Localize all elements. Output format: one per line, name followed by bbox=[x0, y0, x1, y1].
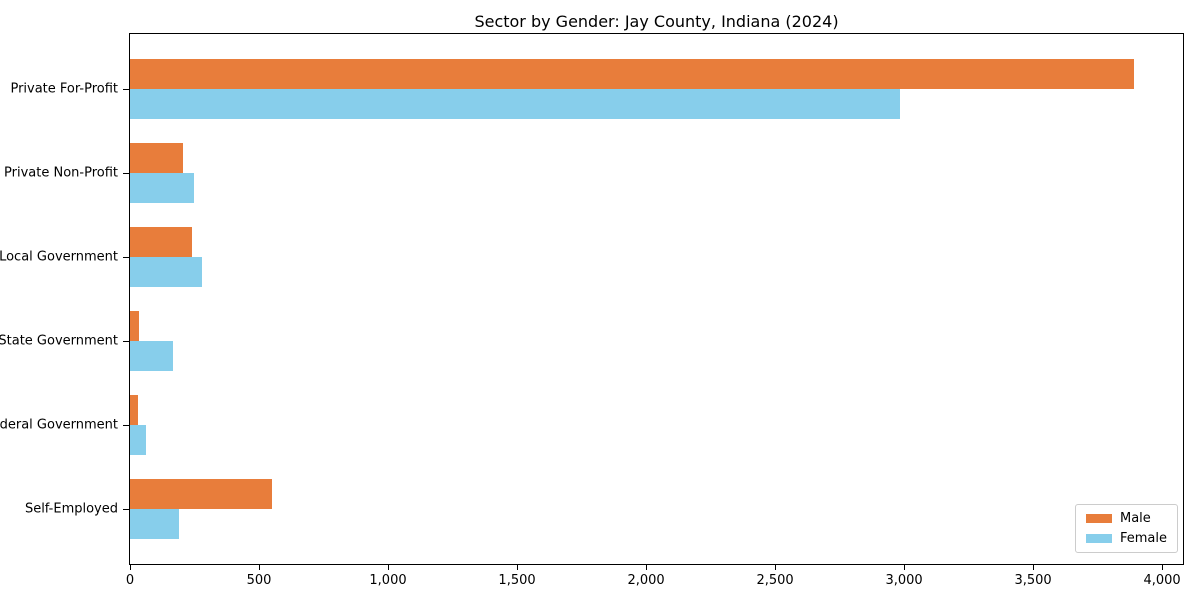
y-tick bbox=[123, 425, 129, 426]
x-tick-label-0: 0 bbox=[125, 573, 135, 588]
y-axis-label-federal-government: Federal Government bbox=[0, 417, 118, 433]
y-tick bbox=[123, 341, 129, 342]
y-axis-label-self-employed: Self-Employed bbox=[24, 501, 118, 517]
bar-male-private-non-profit bbox=[130, 143, 184, 173]
legend-swatch-female-icon bbox=[1085, 534, 1112, 543]
x-tick bbox=[1161, 564, 1163, 570]
x-tick bbox=[645, 564, 647, 570]
bar-female-private-non-profit bbox=[130, 173, 194, 203]
bar-male-self-employed bbox=[130, 479, 272, 509]
x-tick bbox=[129, 564, 131, 570]
legend-item-female: Female bbox=[1085, 531, 1167, 546]
y-axis-label-state-government: State Government bbox=[0, 333, 118, 349]
y-axis-label-private-non-profit: Private Non-Profit bbox=[4, 165, 118, 181]
plot-area: Male Female Private For-Profit Private No… bbox=[0, 33, 1184, 588]
bar-female-private-for-profit bbox=[130, 89, 901, 119]
x-tick-label-2-000: 2,000 bbox=[627, 573, 665, 588]
bar-female-self-employed bbox=[130, 509, 179, 539]
legend-label-female: Female bbox=[1119, 531, 1167, 546]
y-tick bbox=[123, 257, 129, 258]
x-tick bbox=[516, 564, 518, 570]
y-axis-label-local-government: Local Government bbox=[0, 249, 118, 265]
y-axis-label-private-for-profit: Private For-Profit bbox=[10, 81, 118, 97]
x-tick-label-1-000: 1,000 bbox=[369, 573, 407, 588]
bar-male-federal-government bbox=[130, 395, 138, 425]
bar-female-local-government bbox=[130, 257, 202, 287]
x-tick bbox=[903, 564, 905, 570]
bar-male-local-government bbox=[130, 227, 192, 257]
x-tick-label-1-500: 1,500 bbox=[498, 573, 536, 588]
x-tick bbox=[387, 564, 389, 570]
x-tick-label-4-000: 4,000 bbox=[1143, 573, 1181, 588]
x-tick bbox=[1032, 564, 1034, 570]
x-tick-label-500: 500 bbox=[246, 573, 272, 588]
x-tick-label-2-500: 2,500 bbox=[756, 573, 794, 588]
x-tick bbox=[774, 564, 776, 570]
legend-label-male: Male bbox=[1119, 511, 1151, 526]
legend-swatch-male-icon bbox=[1085, 514, 1112, 523]
x-tick-label-3-000: 3,000 bbox=[885, 573, 923, 588]
bar-male-state-government bbox=[130, 311, 140, 341]
bar-male-private-for-profit bbox=[130, 59, 1134, 89]
y-tick bbox=[123, 89, 129, 90]
y-tick bbox=[123, 509, 129, 510]
x-tick-label-3-500: 3,500 bbox=[1014, 573, 1052, 588]
legend-item-male: Male bbox=[1085, 511, 1167, 526]
bar-female-federal-government bbox=[130, 425, 146, 455]
legend: Male Female bbox=[1074, 504, 1178, 553]
x-tick bbox=[258, 564, 260, 570]
chart-title: Sector by Gender: Jay County, Indiana (2… bbox=[474, 12, 839, 31]
bar-female-state-government bbox=[130, 341, 173, 371]
y-tick bbox=[123, 173, 129, 174]
